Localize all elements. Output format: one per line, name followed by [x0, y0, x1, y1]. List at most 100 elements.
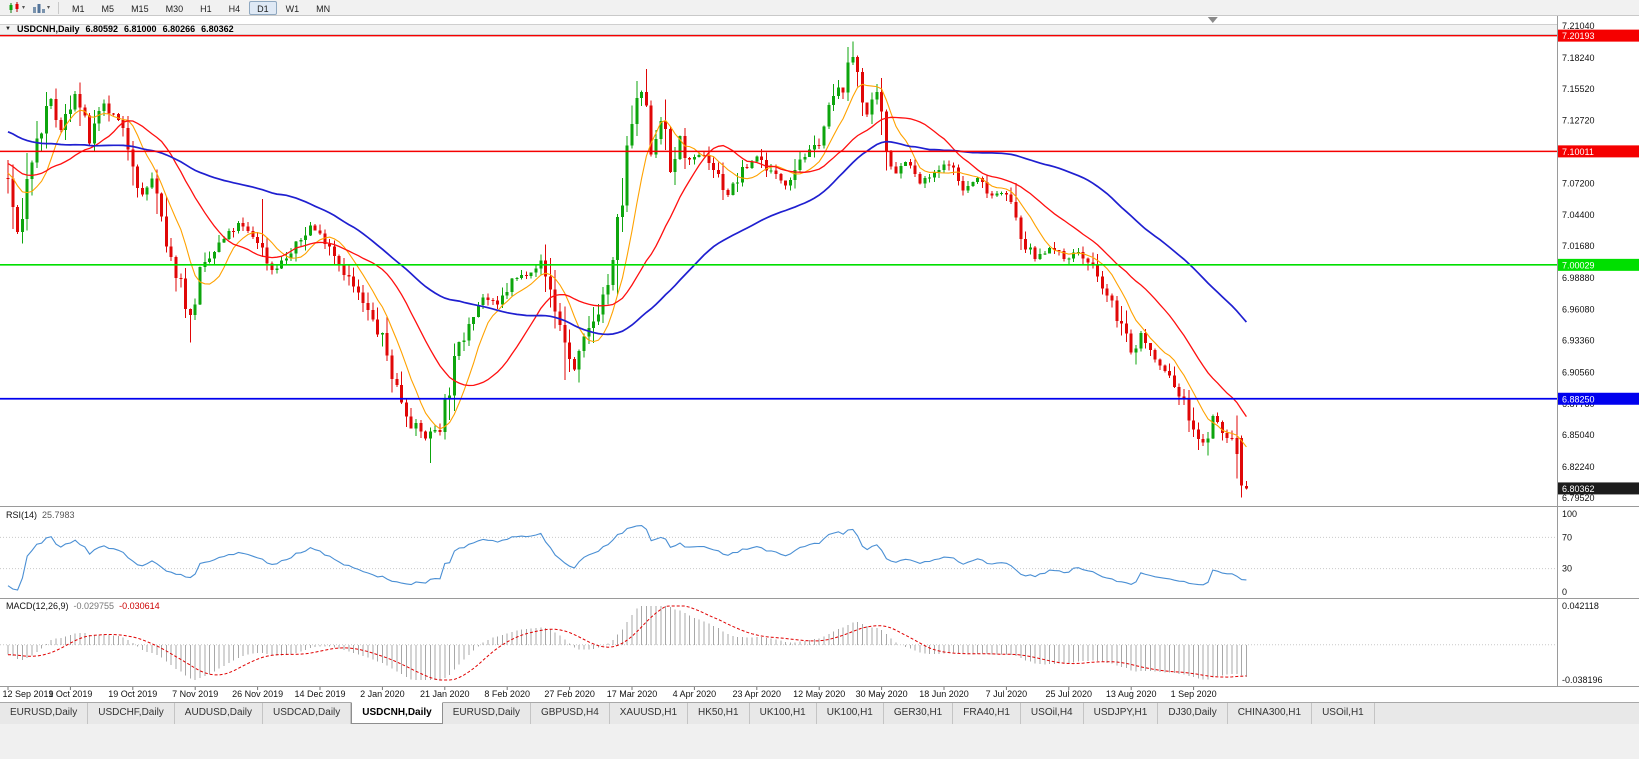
svg-text:14 Dec 2019: 14 Dec 2019	[294, 689, 345, 699]
chart-tab-eurusd-daily[interactable]: EURUSD,Daily	[0, 703, 89, 724]
ma-8-line	[7, 83, 1247, 448]
svg-text:8 Feb 2020: 8 Feb 2020	[484, 689, 530, 699]
svg-text:21 Jan 2020: 21 Jan 2020	[420, 689, 470, 699]
chevron-down-icon: ▾	[22, 5, 26, 11]
chart-tab-usdjpy-h1[interactable]: USDJPY,H1	[1084, 703, 1159, 724]
bottom-filler	[0, 724, 1639, 759]
rsi-name: RSI(14)	[6, 510, 38, 520]
chart-tab-usoil-h1[interactable]: USOil,H1	[1312, 703, 1375, 724]
collapse-chart-icon: ▼	[5, 26, 11, 32]
chart-tab-china300-h1[interactable]: CHINA300,H1	[1228, 703, 1313, 724]
svg-text:7.20193: 7.20193	[1562, 31, 1595, 41]
chart-title-bar[interactable]: ▼ USDCNH,Daily 6.80592 6.81000 6.80266 6…	[0, 24, 1557, 35]
candlestick-chart-icon[interactable]: ▾	[4, 1, 28, 15]
svg-text:30 May 2020: 30 May 2020	[856, 689, 908, 699]
ohlc-low: 6.80266	[162, 24, 196, 34]
svg-text:6.80362: 6.80362	[1562, 484, 1595, 494]
macd-panel: 0.042118 -0.038196	[0, 601, 1603, 685]
svg-text:7.01680: 7.01680	[1562, 241, 1595, 251]
candlesticks	[6, 41, 1248, 498]
svg-text:1 Sep 2020: 1 Sep 2020	[1171, 689, 1217, 699]
macd-name: MACD(12,26,9)	[6, 601, 69, 611]
chart-tab-ger30-h1[interactable]: GER30,H1	[884, 703, 954, 724]
chart-tab-uk100-h1[interactable]: UK100,H1	[750, 703, 817, 724]
ma-21-line	[7, 116, 1247, 417]
svg-text:12 Sep 2019: 12 Sep 2019	[2, 689, 53, 699]
timeframe-button-m5[interactable]: M5	[101, 3, 115, 14]
svg-text:7 Nov 2019: 7 Nov 2019	[172, 689, 218, 699]
bar-chart-icon[interactable]: ▾	[29, 1, 53, 15]
svg-text:26 Nov 2019: 26 Nov 2019	[232, 689, 283, 699]
svg-text:0.042118: 0.042118	[1562, 601, 1599, 611]
svg-text:17 Mar 2020: 17 Mar 2020	[607, 689, 658, 699]
macd-main-value: -0.029755	[73, 601, 115, 611]
chart-tab-usdcnh-daily[interactable]: USDCNH,Daily	[351, 702, 443, 724]
chart-tab-hk50-h1[interactable]: HK50,H1	[688, 703, 750, 724]
timeframe-buttons: M1 M5 M15 M30 H1 H4 D1 W1 MN	[64, 0, 338, 15]
svg-text:27 Feb 2020: 27 Feb 2020	[544, 689, 595, 699]
chart-tab-audusd-daily[interactable]: AUDUSD,Daily	[175, 703, 264, 724]
timeframe-button-mn[interactable]: MN	[316, 3, 331, 14]
svg-text:1 Oct 2019: 1 Oct 2019	[48, 689, 92, 699]
timeframe-button-m1[interactable]: M1	[72, 3, 85, 14]
ohlc-close: 6.80362	[201, 24, 234, 34]
toolbar: ▾ ▾ M1 M5 M15 M30 H1 H4 D1 W1 MN	[0, 0, 1639, 16]
svg-text:6.88250: 6.88250	[1562, 394, 1595, 404]
svg-text:4 Apr 2020: 4 Apr 2020	[673, 689, 717, 699]
svg-text:7.12720: 7.12720	[1562, 116, 1595, 126]
svg-text:6.85040: 6.85040	[1562, 430, 1595, 440]
macd-indicator-label: MACD(12,26,9) -0.029755 -0.030614	[6, 601, 160, 611]
svg-text:-0.038196: -0.038196	[1562, 675, 1603, 685]
ohlc-open: 6.80592	[85, 24, 119, 34]
svg-text:25 Jul 2020: 25 Jul 2020	[1046, 689, 1093, 699]
chart-tab-xauusd-h1[interactable]: XAUUSD,H1	[610, 703, 689, 724]
chart-tab-gbpusd-h4[interactable]: GBPUSD,H4	[531, 703, 610, 724]
price-scale: 7.21040 7.18240 7.15520 7.12720 7.07200 7.044…	[1558, 21, 1639, 503]
macd-signal-line	[7, 605, 1247, 681]
svg-text:6.90560: 6.90560	[1562, 367, 1595, 377]
ma-55-line	[7, 131, 1248, 336]
svg-text:7.07200: 7.07200	[1562, 178, 1595, 188]
svg-text:7.21040: 7.21040	[1562, 21, 1595, 31]
svg-text:7 Jul 2020: 7 Jul 2020	[986, 689, 1028, 699]
svg-text:7.15520: 7.15520	[1562, 84, 1595, 94]
macd-histogram	[7, 606, 1247, 680]
svg-text:6.82240: 6.82240	[1562, 462, 1595, 472]
timeframe-button-w1[interactable]: W1	[285, 3, 300, 14]
rsi-indicator-label: RSI(14) 25.7983	[6, 510, 75, 520]
timeframe-button-m30[interactable]: M30	[165, 3, 184, 14]
timeframe-button-h4[interactable]: H4	[228, 3, 241, 14]
svg-text:13 Aug 2020: 13 Aug 2020	[1106, 689, 1157, 699]
chart-shift-marker[interactable]	[1207, 17, 1218, 23]
svg-text:18 Jun 2020: 18 Jun 2020	[919, 689, 969, 699]
chevron-down-icon: ▾	[47, 5, 51, 11]
timeframe-button-m15[interactable]: M15	[131, 3, 149, 14]
chart-tab-fra40-h1[interactable]: FRA40,H1	[953, 703, 1021, 724]
svg-text:6.79520: 6.79520	[1562, 493, 1595, 503]
chart-tab-usdcad-daily[interactable]: USDCAD,Daily	[263, 703, 352, 724]
timeframe-button-d1[interactable]: D1	[249, 0, 277, 15]
chart-tab-usoil-h4[interactable]: USOil,H4	[1021, 703, 1084, 724]
rsi-value: 25.7983	[42, 510, 75, 520]
svg-text:23 Apr 2020: 23 Apr 2020	[733, 689, 782, 699]
chart-title: USDCNH,Daily	[16, 24, 80, 34]
svg-text:70: 70	[1562, 532, 1572, 542]
rsi-panel: 100 70 30 0	[0, 509, 1577, 597]
chart-tab-bar: EURUSD,Daily USDCHF,Daily AUDUSD,Daily USDC…	[0, 702, 1639, 724]
svg-text:7.10011: 7.10011	[1562, 147, 1594, 157]
svg-text:2 Jan 2020: 2 Jan 2020	[360, 689, 405, 699]
timeframe-button-h1[interactable]: H1	[200, 3, 212, 14]
ohlc-high: 6.81000	[124, 24, 157, 34]
svg-text:6.93360: 6.93360	[1562, 336, 1595, 346]
rsi-line	[7, 525, 1247, 591]
chart-tab-uk100-h1[interactable]: UK100,H1	[817, 703, 884, 724]
chart-tab-dj30-daily[interactable]: DJ30,Daily	[1158, 703, 1228, 724]
svg-text:0: 0	[1562, 587, 1567, 597]
chart-tab-usdchf-daily[interactable]: USDCHF,Daily	[88, 703, 175, 724]
svg-text:6.98880: 6.98880	[1562, 273, 1595, 283]
macd-signal-value: -0.030614	[119, 601, 160, 611]
chart-tab-eurusd-daily[interactable]: EURUSD,Daily	[443, 703, 531, 724]
